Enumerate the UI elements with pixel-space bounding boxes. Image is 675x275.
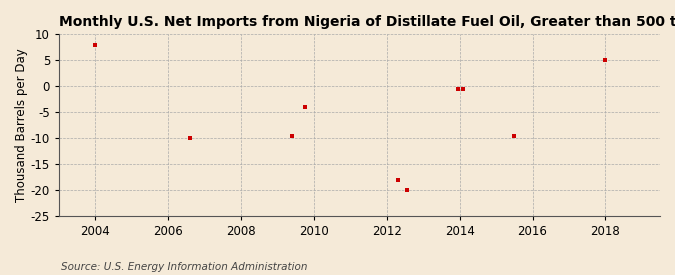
- Point: [452, 87, 463, 91]
- Point: [90, 43, 101, 47]
- Y-axis label: Thousand Barrels per Day: Thousand Barrels per Day: [15, 48, 28, 202]
- Point: [185, 136, 196, 140]
- Point: [287, 133, 298, 138]
- Point: [392, 177, 403, 182]
- Text: Monthly U.S. Net Imports from Nigeria of Distillate Fuel Oil, Greater than 500 t: Monthly U.S. Net Imports from Nigeria of…: [59, 15, 675, 29]
- Point: [600, 58, 611, 62]
- Point: [509, 133, 520, 138]
- Point: [458, 87, 468, 91]
- Point: [402, 188, 412, 192]
- Text: Source: U.S. Energy Information Administration: Source: U.S. Energy Information Administ…: [61, 262, 307, 272]
- Point: [300, 105, 310, 109]
